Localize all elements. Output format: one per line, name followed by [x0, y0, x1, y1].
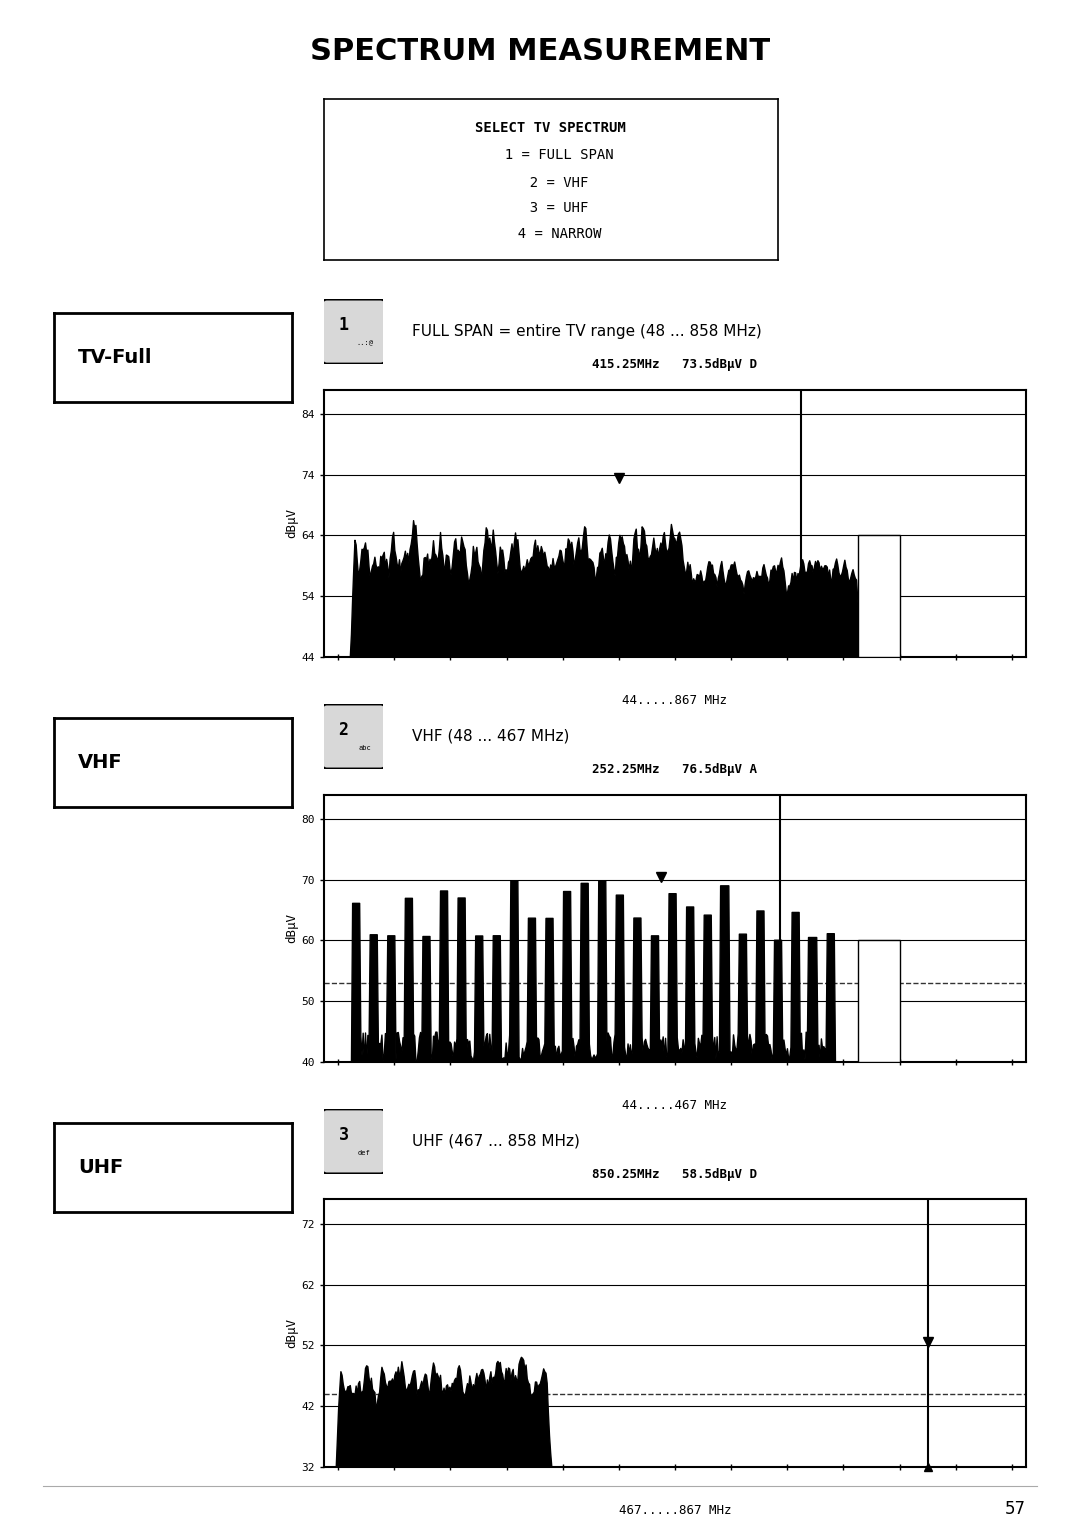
Text: 3: 3: [339, 1126, 349, 1144]
Text: 2 = VHF: 2 = VHF: [513, 176, 589, 189]
Text: 467.....867 MHz: 467.....867 MHz: [619, 1504, 731, 1517]
Y-axis label: dBμV: dBμV: [286, 1319, 299, 1348]
FancyBboxPatch shape: [322, 299, 386, 364]
Text: UHF (467 ... 858 MHz): UHF (467 ... 858 MHz): [413, 1134, 580, 1149]
Text: SPECTRUM MEASUREMENT: SPECTRUM MEASUREMENT: [310, 38, 770, 66]
Text: 4 = NARROW: 4 = NARROW: [500, 228, 602, 241]
Bar: [858, 940, 900, 1062]
Text: 57: 57: [1005, 1500, 1026, 1517]
Text: TV-Full: TV-Full: [78, 348, 152, 367]
Y-axis label: dBμV: dBμV: [286, 914, 299, 943]
Text: 44.....467 MHz: 44.....467 MHz: [622, 1099, 728, 1112]
Text: VHF: VHF: [78, 753, 122, 772]
Text: FULL SPAN = entire TV range (48 ... 858 MHz): FULL SPAN = entire TV range (48 ... 858 …: [413, 324, 761, 339]
Text: abc: abc: [357, 746, 370, 752]
Text: 2: 2: [339, 721, 349, 740]
Text: SELECT TV SPECTRUM: SELECT TV SPECTRUM: [475, 121, 626, 134]
Bar: [858, 535, 900, 657]
Text: 44.....867 MHz: 44.....867 MHz: [622, 694, 728, 707]
FancyBboxPatch shape: [322, 704, 386, 769]
Text: 415.25MHz   73.5dBμV D: 415.25MHz 73.5dBμV D: [593, 358, 757, 371]
Text: VHF (48 ... 467 MHz): VHF (48 ... 467 MHz): [413, 729, 569, 744]
FancyBboxPatch shape: [322, 1109, 386, 1174]
Text: UHF: UHF: [78, 1158, 123, 1177]
Text: 1 = FULL SPAN: 1 = FULL SPAN: [488, 148, 613, 162]
Text: 850.25MHz   58.5dBμV D: 850.25MHz 58.5dBμV D: [593, 1167, 757, 1181]
Text: def: def: [357, 1151, 370, 1157]
Text: 1: 1: [339, 316, 349, 335]
Text: 3 = UHF: 3 = UHF: [513, 202, 589, 215]
Text: 252.25MHz   76.5dBμV A: 252.25MHz 76.5dBμV A: [593, 762, 757, 776]
Text: ..:@: ..:@: [356, 341, 373, 347]
Y-axis label: dBμV: dBμV: [286, 509, 299, 538]
